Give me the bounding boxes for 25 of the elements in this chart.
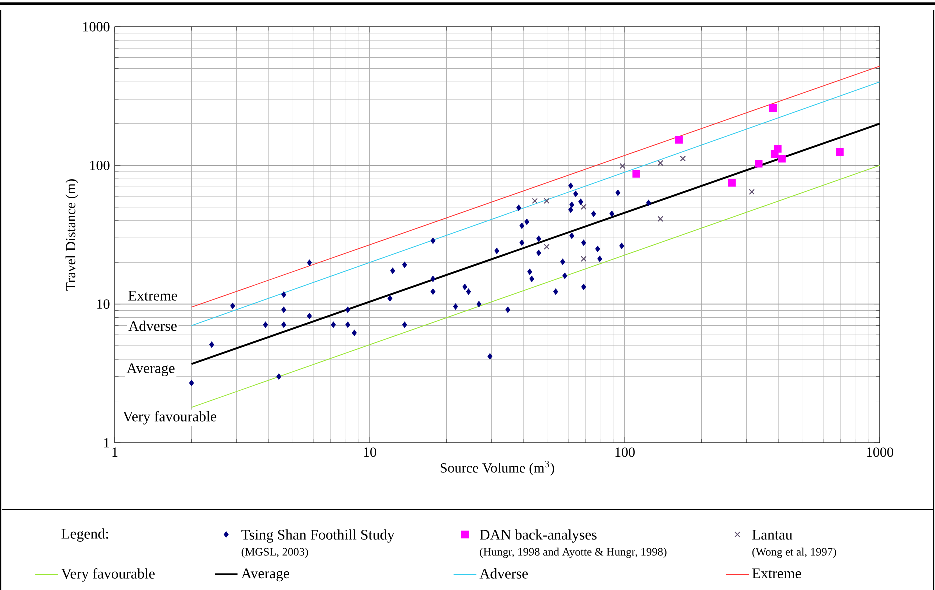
- x-axis-title: Source Volume (m$^{3}$): [440, 460, 554, 476]
- annotation: Adverse: [128, 320, 177, 332]
- legend-label: DAN back-analyses: [480, 530, 597, 543]
- legend-label: Lantau: [752, 530, 793, 540]
- x-tick-label: 10: [364, 448, 376, 458]
- annotation: Average: [126, 364, 175, 376]
- legend-label: Average: [242, 568, 290, 582]
- y-tick-label: 100: [90, 160, 110, 170]
- text: (MGSL, 2003): [242, 548, 308, 558]
- x-tick-label: 1000: [867, 448, 894, 458]
- y-tick-label: 10: [98, 300, 110, 310]
- legend-label: Very favourable: [62, 568, 155, 582]
- y-axis-title: Travel Distance (m): [66, 180, 78, 291]
- legend-label: Adverse: [480, 568, 528, 579]
- legend-label: Extreme: [752, 568, 802, 579]
- x-tick-label: 100: [616, 448, 635, 458]
- annotation: Very favourable: [123, 411, 217, 425]
- text: (Hungr, 1998 and Ayotte & Hungr, 1998): [480, 548, 667, 558]
- legend-label: Tsing Shan Foothill Study: [242, 530, 395, 543]
- annotation: Extreme: [128, 291, 178, 301]
- x-tick-label: 1: [112, 448, 118, 457]
- y-tick-label: 1000: [84, 22, 110, 32]
- legend-title: Legend:: [62, 528, 108, 542]
- text: (Wong et al, 1997): [752, 548, 836, 558]
- y-tick-label: 1: [104, 438, 110, 448]
